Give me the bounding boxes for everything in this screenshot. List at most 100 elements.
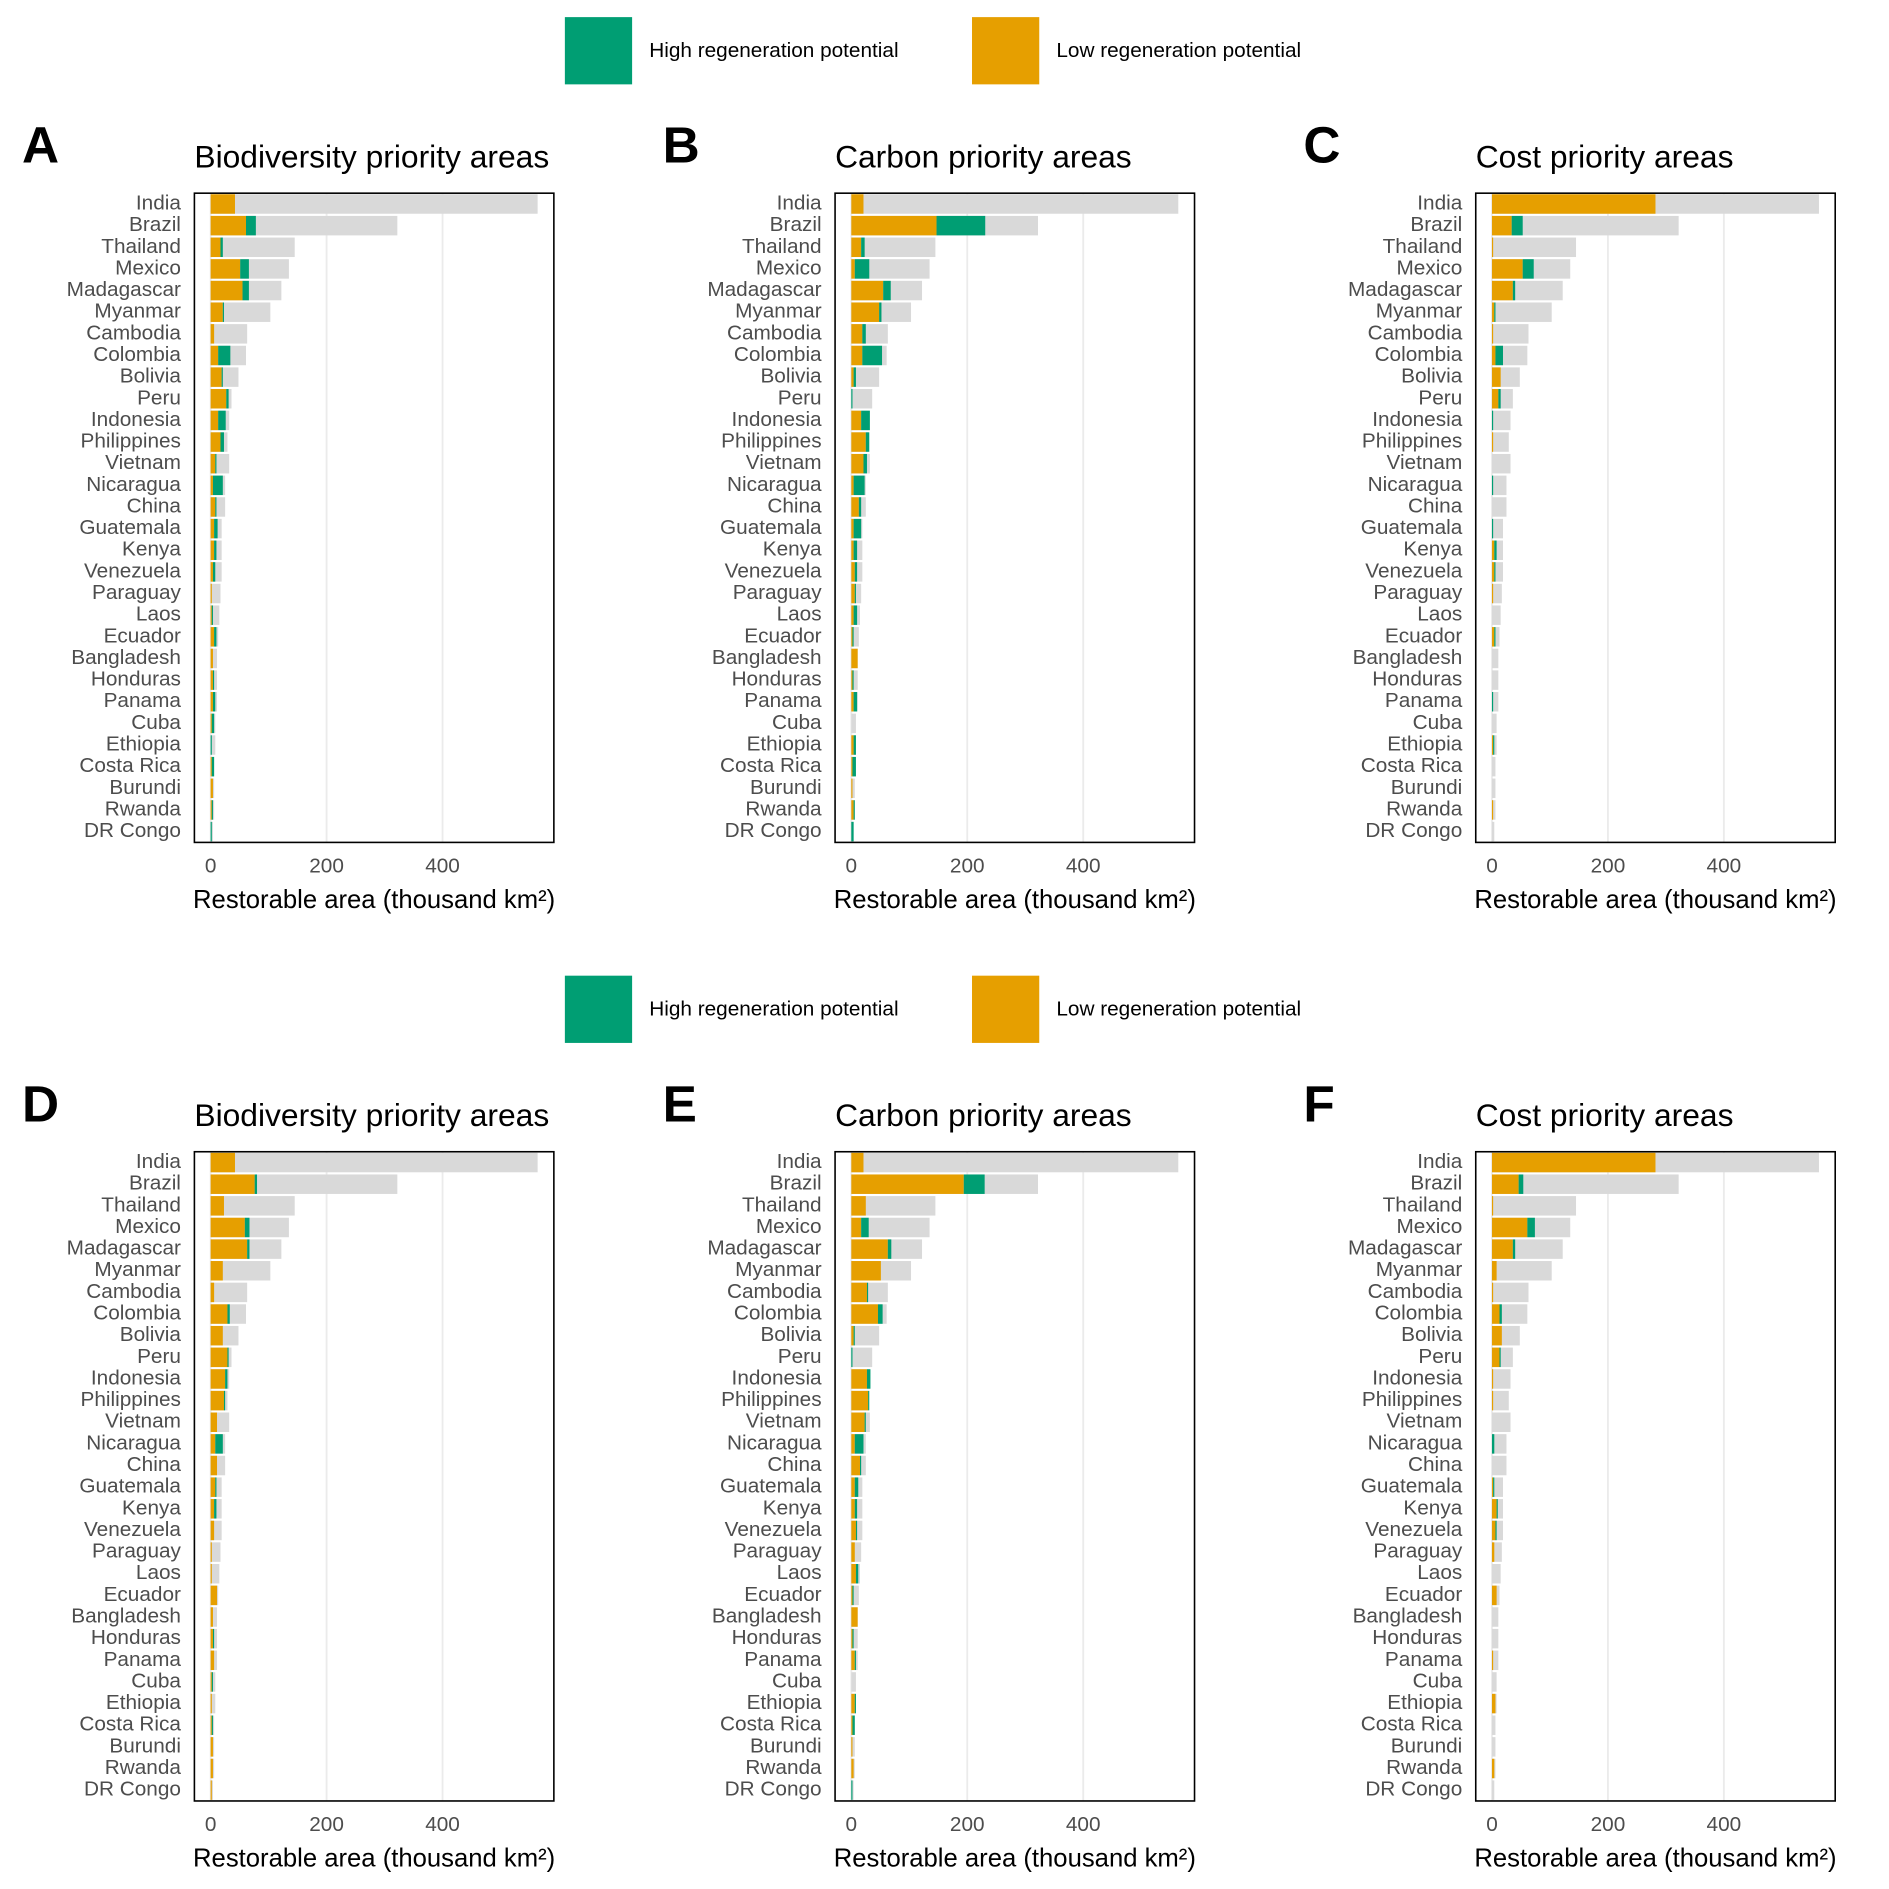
bar-segment <box>854 1693 856 1714</box>
bar-segment <box>210 562 213 582</box>
y-tick-label: Burundi <box>1391 1734 1463 1757</box>
bar-segment <box>853 1325 855 1346</box>
y-tick-label: Vietnam <box>105 451 181 474</box>
y-tick-label: Myanmar <box>94 1258 181 1281</box>
legend-label: High regeneration potential <box>649 997 898 1020</box>
x-tick-label: 200 <box>950 1813 985 1836</box>
bar-segment <box>854 1499 858 1519</box>
panel-label: C <box>1303 117 1340 174</box>
y-tick-label: Burundi <box>109 1734 181 1757</box>
bar-segment <box>1491 1758 1495 1779</box>
bar-segment <box>877 1304 883 1324</box>
panel-label: B <box>663 117 700 174</box>
total-bar <box>210 194 538 214</box>
bar-segment <box>210 1780 212 1800</box>
y-tick-label: Brazil <box>770 213 822 236</box>
y-tick-label: Brazil <box>1410 213 1462 236</box>
bar-segment <box>214 518 218 539</box>
bar-segment <box>851 497 859 517</box>
bar-segment <box>210 1347 228 1368</box>
bar-segment <box>1494 562 1496 582</box>
bar-segment <box>851 518 854 539</box>
y-tick-label: Ethiopia <box>1387 1691 1462 1714</box>
total-bar <box>851 1196 936 1216</box>
y-tick-label: Guatemala <box>79 1475 181 1498</box>
bar-segment <box>851 389 853 409</box>
bar-segment <box>220 237 223 258</box>
bar-segment <box>852 1585 854 1606</box>
y-tick-label: Panama <box>1385 689 1463 712</box>
total-bar <box>851 259 930 279</box>
y-tick-label: Thailand <box>101 235 181 258</box>
y-tick-label: DR Congo <box>725 819 822 842</box>
bar-segment <box>215 497 217 517</box>
total-bar <box>851 1585 859 1606</box>
x-tick-label: 200 <box>1591 1813 1626 1836</box>
bar-segment <box>218 410 226 431</box>
total-bar <box>851 1628 858 1649</box>
y-tick-label: Kenya <box>122 538 181 561</box>
y-tick-label: India <box>1417 191 1462 214</box>
total-bar <box>1491 605 1501 625</box>
y-tick-label: Madagascar <box>707 278 821 301</box>
plot-border <box>193 1150 555 1802</box>
bar-segment <box>212 670 215 690</box>
bar-segment <box>210 1607 213 1627</box>
bar-segment <box>1491 1520 1496 1541</box>
total-bar <box>1491 540 1503 560</box>
bar-segment <box>215 1477 217 1497</box>
y-tick-label: Philippines <box>1362 1388 1462 1411</box>
x-tick-label: 0 <box>1486 1813 1498 1836</box>
y-tick-label: China <box>127 494 182 517</box>
bar-segment <box>210 1520 215 1541</box>
y-tick-label: Costa Rica <box>720 754 822 777</box>
total-bar <box>851 237 936 258</box>
bar-segment <box>1491 1650 1494 1671</box>
y-tick-label: DR Congo <box>1365 819 1462 842</box>
bar-segment <box>963 1174 985 1194</box>
total-bar <box>1491 215 1679 236</box>
total-bar <box>210 1564 220 1584</box>
total-bar <box>851 1542 862 1562</box>
bar-segment <box>1491 1261 1497 1281</box>
bar-segment <box>246 215 256 236</box>
chart-title: Biodiversity priority areas <box>194 138 549 174</box>
y-tick-label: Venezuela <box>1365 1518 1462 1541</box>
total-bar <box>1491 1564 1501 1584</box>
y-tick-label: Venezuela <box>1365 559 1462 582</box>
total-bar <box>851 670 858 690</box>
y-tick-label: Nicaragua <box>86 1431 181 1454</box>
y-tick-label: Ethiopia <box>1387 733 1462 756</box>
y-tick-label: Paraguay <box>1373 1540 1463 1563</box>
y-tick-label: Vietnam <box>746 1410 822 1433</box>
total-bar <box>1491 237 1577 258</box>
y-tick-label: Thailand <box>101 1193 181 1216</box>
bar-segment <box>210 1585 218 1606</box>
bar-segment <box>1491 1434 1495 1454</box>
bar-segment <box>851 670 853 690</box>
panel-label: E <box>663 1075 697 1132</box>
legend-swatch <box>972 17 1040 85</box>
bar-segment <box>858 497 862 517</box>
bar-segment <box>240 259 249 279</box>
panel-label: D <box>22 1075 59 1132</box>
y-tick-label: Peru <box>137 386 181 409</box>
total-bar <box>210 1282 248 1303</box>
y-tick-label: Colombia <box>1375 343 1463 366</box>
y-tick-label: Paraguay <box>733 581 823 604</box>
bar-segment <box>851 1217 862 1238</box>
y-tick-label: Laos <box>136 1561 181 1584</box>
bar-segment <box>244 1217 250 1238</box>
total-bar <box>210 735 216 755</box>
y-tick-label: Honduras <box>732 1626 822 1649</box>
bar-segment <box>210 1217 245 1238</box>
total-bar <box>1491 1455 1507 1476</box>
y-tick-label: Rwanda <box>105 1756 182 1779</box>
chart-title: Cost priority areas <box>1476 1097 1734 1133</box>
bar-segment <box>851 821 854 842</box>
bar-segment <box>1511 215 1523 236</box>
total-bar <box>1491 713 1497 734</box>
bar-segment <box>210 1369 226 1389</box>
y-tick-label: Bolivia <box>760 365 822 388</box>
y-tick-label: Bangladesh <box>71 1605 181 1628</box>
